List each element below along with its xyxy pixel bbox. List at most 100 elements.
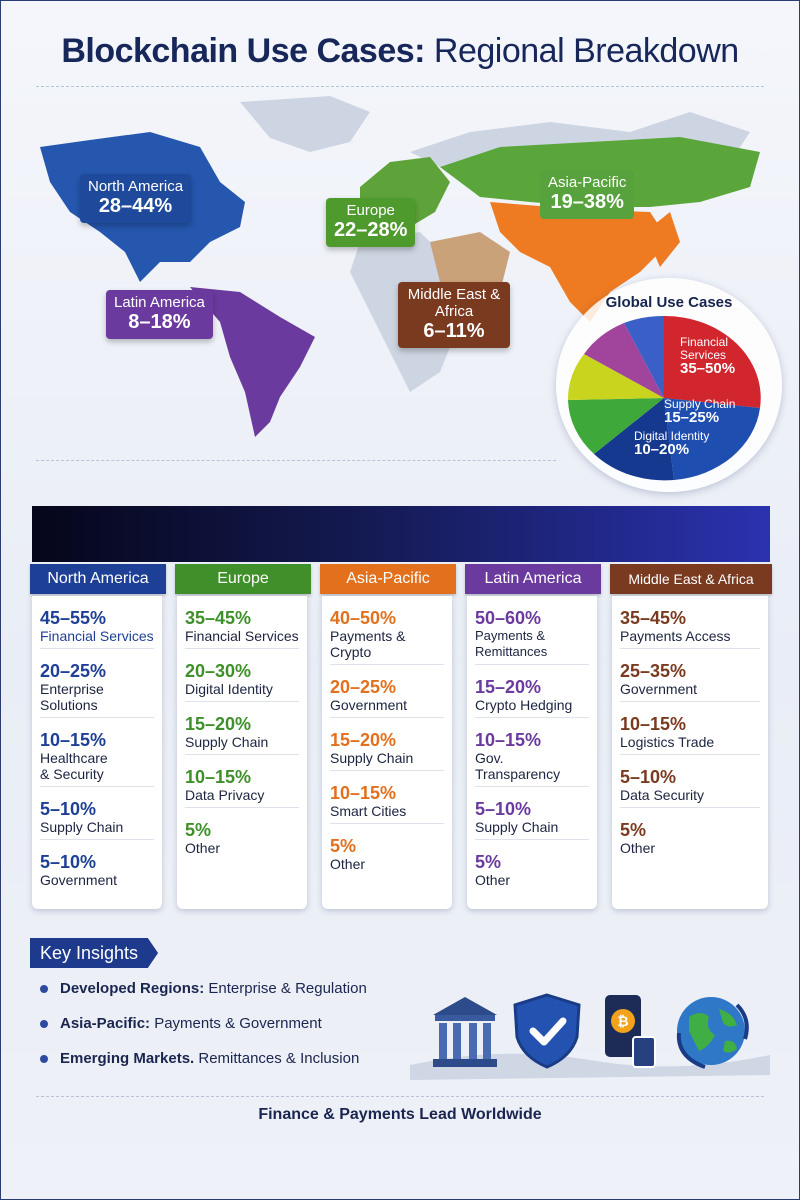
row-percent: 5–10%: [40, 852, 97, 872]
bullet-icon: [40, 985, 48, 994]
row-percent: 20–30%: [185, 661, 252, 681]
row-percent: 5%: [330, 836, 357, 856]
row-label: Healthcare & Security: [40, 750, 108, 782]
row-label: Other: [475, 872, 511, 888]
table-row: 5% Other: [620, 808, 760, 860]
badge-range: 22–28%: [334, 219, 408, 241]
row-percent: 15–20%: [330, 730, 397, 750]
row-label: Payments & Remittances: [475, 628, 548, 659]
badge-north-america: North America 28–44%: [80, 174, 192, 223]
table-row: 10–15% Data Privacy: [185, 755, 299, 808]
row-label: Data Privacy: [185, 787, 265, 803]
title-bold: Blockchain Use Cases:: [61, 32, 425, 70]
pie-slice-yellow: [567, 354, 664, 400]
badge-region: Europe: [346, 202, 395, 219]
pie-label-name: Financial Services: [680, 335, 729, 362]
insight-bold: Emerging Markets.: [60, 1050, 195, 1067]
row-percent: 10–15%: [475, 730, 542, 750]
row-label: Government: [40, 872, 118, 888]
column-middle-east-africa: Middle East & Africa 35–45% Payments Acce…: [610, 564, 772, 909]
pie-slice-financial: [664, 315, 761, 408]
insight-text: Remittances & Inclusion: [194, 1050, 360, 1067]
table-row: 5% Other: [330, 824, 444, 876]
insight-icons: ₿: [410, 993, 770, 1080]
badge-region: North America: [88, 178, 184, 195]
badge-range: 8–18%: [128, 311, 191, 333]
row-label: Government: [330, 697, 408, 713]
shield-check-icon: [513, 993, 581, 1069]
insight-text: Payments & Government: [150, 1015, 322, 1032]
greenland-shape: [240, 96, 370, 152]
row-label: Smart Cities: [330, 803, 407, 819]
row-label: Payments Access: [620, 628, 731, 644]
row-label: Data Security: [620, 787, 705, 803]
row-percent: 40–50%: [330, 608, 397, 628]
column-header: Asia-Pacific: [320, 564, 456, 594]
table-header-bar: [32, 506, 770, 562]
row-label: Supply Chain: [40, 819, 124, 835]
column-body: 50–60% Payments & Remittances 15–20% Crypt…: [467, 596, 597, 909]
insight-item: Developed Regions: Enterprise & Regulati…: [40, 980, 367, 997]
row-percent: 10–15%: [330, 783, 397, 803]
column-body: 35–45% Financial Services 20–30% Digital I…: [177, 596, 307, 909]
pie-label-name: Supply Chain: [664, 397, 736, 411]
row-label: Supply Chain: [330, 750, 414, 766]
row-label: Supply Chain: [475, 819, 559, 835]
insight-bold: Developed Regions:: [60, 980, 205, 997]
column-header: Middle East & Africa: [610, 564, 772, 594]
pie-label-range: 35–50%: [680, 360, 736, 377]
table-row: 10–15% Gov. Transparency: [475, 718, 589, 787]
row-percent: 10–15%: [185, 767, 252, 787]
row-percent: 35–45%: [185, 608, 252, 628]
pie-chart: [567, 315, 761, 481]
footer-tagline: Finance & Payments Lead Worldwide: [258, 1106, 542, 1123]
icon-base-shadow: [410, 1053, 770, 1080]
title-rest: Regional Breakdown: [424, 32, 739, 70]
table-row: 20–25% Enterprise Solutions: [40, 649, 154, 718]
mobile-bitcoin-icon: ₿: [605, 995, 656, 1068]
row-label: Gov. Transparency: [475, 750, 561, 782]
row-percent: 5%: [620, 820, 647, 840]
column-body: 35–45% Payments Access 25–35% Government 1…: [612, 596, 768, 909]
table-row: 5–10% Government: [40, 840, 154, 892]
table-row: 25–35% Government: [620, 649, 760, 702]
row-percent: 10–15%: [620, 714, 687, 734]
column-header: Latin America: [465, 564, 601, 594]
page-title: Blockchain Use Cases: Regional Breakdown: [0, 32, 800, 71]
insight-item: Asia-Pacific: Payments & Government: [40, 1015, 322, 1032]
table-row: 15–20% Crypto Hedging: [475, 665, 589, 718]
table-row: 35–45% Financial Services: [185, 596, 299, 649]
badge-range: 6–11%: [423, 320, 485, 342]
pie-label-name: Digital Identity: [634, 429, 710, 443]
badge-range: 28–44%: [98, 195, 173, 217]
row-label: Financial Services: [40, 628, 154, 644]
pie-slice-blue: [624, 315, 664, 398]
table-row: 15–20% Supply Chain: [185, 702, 299, 755]
pie-slice-supply: [664, 398, 760, 480]
pie-label-identity: Digital Identity 10–20%: [634, 429, 710, 458]
pie-title: Global Use Cases: [605, 294, 733, 311]
column-header: Europe: [175, 564, 311, 594]
pie-label-financial: Financial Services 35–50%: [680, 335, 740, 377]
row-percent: 5–10%: [475, 799, 532, 819]
pie-label-range: 15–25%: [664, 409, 720, 426]
row-percent: 35–45%: [620, 608, 687, 628]
row-label: Enterprise Solutions: [40, 681, 104, 713]
table-row: 10–15% Healthcare & Security: [40, 718, 154, 787]
table-row: 40–50% Payments & Crypto: [330, 596, 444, 665]
insight-text: Enterprise & Regulation: [204, 980, 367, 997]
bank-icon: [433, 997, 497, 1067]
row-label: Digital Identity: [185, 681, 273, 697]
row-percent: 5–10%: [40, 799, 97, 819]
column-europe: Europe 35–45% Financial Services 20–30% Di…: [175, 564, 311, 909]
pie-slice-identity: [594, 398, 674, 481]
badge-asia-pacific: Asia-Pacific 19–38%: [540, 170, 635, 219]
badge-europe: Europe 22–28%: [326, 198, 416, 247]
row-percent: 10–15%: [40, 730, 107, 750]
column-body: 45–55% Financial Services 20–25% Enterpris…: [32, 596, 162, 909]
divider-bottom: [36, 1096, 764, 1097]
column-latin-america: Latin America 50–60% Payments & Remittanc…: [465, 564, 601, 909]
globe-icon: [676, 997, 749, 1069]
table-row: 5–10% Supply Chain: [40, 787, 154, 840]
japan-shape: [645, 212, 680, 267]
